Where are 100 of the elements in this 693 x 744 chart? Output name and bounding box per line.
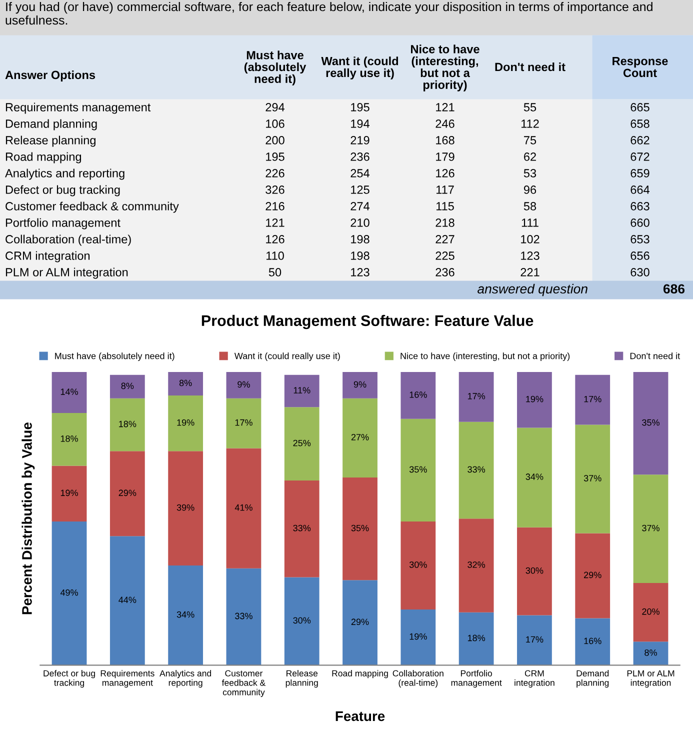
data-label: 30% — [293, 617, 311, 624]
data-label: 218 — [436, 218, 454, 227]
data-label: 18% — [60, 435, 78, 442]
bar — [517, 527, 552, 616]
bar — [633, 372, 668, 475]
data-label: 210 — [350, 218, 370, 227]
bar — [575, 424, 610, 534]
data-label: 123 — [521, 252, 540, 260]
data-label: 664 — [630, 186, 650, 194]
data-label: 665 — [630, 103, 650, 112]
x-axis-title: Feature — [336, 711, 385, 722]
bar — [110, 451, 145, 536]
bar — [400, 609, 436, 666]
x-tick-label: Defect or bug tracking — [44, 670, 95, 688]
data-label: 672 — [630, 152, 650, 161]
series-label: Must have (absolutely need it) — [244, 50, 306, 86]
text: Want it (could really use it) — [321, 56, 398, 80]
data-label: 50 — [268, 268, 282, 276]
data-label: 200 — [266, 136, 284, 144]
bar — [633, 474, 668, 584]
x-tick-label: CRM integration — [514, 670, 554, 688]
bar — [342, 580, 378, 666]
bar — [342, 398, 378, 478]
bar — [168, 451, 204, 566]
y-axis-title: Percent Distribution by Value — [22, 422, 35, 614]
bar — [284, 407, 320, 480]
data-label: 195 — [266, 152, 284, 161]
data-label: 30% — [526, 567, 544, 574]
bar — [458, 422, 494, 519]
legend-label: Nice to have (interesting, but not a priority) — [400, 352, 570, 361]
data-label: 326 — [266, 186, 284, 194]
data-label: 9% — [354, 381, 366, 388]
data-label: 195 — [351, 103, 370, 112]
data-label: 662 — [630, 136, 650, 144]
data-label: 19% — [60, 490, 78, 496]
data-label: 659 — [630, 169, 650, 178]
data-label: 106 — [266, 120, 284, 128]
data-label: 653 — [630, 235, 650, 244]
legend-label: Don't need it — [630, 352, 680, 360]
data-label: 19% — [526, 396, 544, 402]
text: If you had (or have) commercial software, for each feature below, indicate your disposition in terms of importance and usefulness. — [6, 2, 652, 25]
x-tick-label: Requirements management — [100, 670, 154, 688]
bar — [575, 374, 610, 425]
data-label: 58 — [524, 202, 536, 210]
chart-title: Product Management Software: Feature Value — [202, 314, 534, 330]
x-tick-label: PLM or ALM integration — [627, 670, 674, 688]
x-tick-label: Portfolio management — [451, 670, 502, 688]
x-tick-label: Release planning — [286, 670, 318, 688]
data-label: 126 — [266, 235, 284, 244]
text: Don't need it — [495, 62, 566, 72]
category-label: Collaboration (real-time) — [6, 234, 131, 246]
bar — [168, 565, 204, 666]
data-label: 111 — [522, 218, 538, 227]
data-label: 29% — [118, 490, 136, 496]
data-label: 49% — [60, 589, 78, 596]
data-label: 18% — [468, 634, 486, 642]
bar — [226, 448, 262, 568]
category-label: Defect or bug tracking — [6, 185, 120, 196]
bar — [110, 374, 145, 398]
data-label: 115 — [436, 202, 454, 210]
bar — [575, 618, 610, 666]
bar — [458, 612, 494, 666]
x-tick-label: Road mapping — [332, 670, 388, 678]
data-label: 8% — [644, 649, 657, 656]
bar — [226, 398, 262, 448]
data-label: 17% — [468, 392, 486, 400]
data-label: 225 — [436, 252, 454, 260]
category-label: PLM or ALM integration — [6, 268, 128, 279]
data-label: 35% — [351, 524, 369, 532]
category-label: Analytics and reporting — [5, 168, 124, 180]
data-label: 62 — [524, 152, 536, 161]
bar — [517, 372, 552, 428]
bar — [575, 533, 610, 618]
data-label: 246 — [436, 120, 454, 128]
data-label: 216 — [266, 202, 284, 210]
data-label: 126 — [436, 169, 454, 178]
data-label: 660 — [630, 218, 650, 227]
data-label: 30% — [409, 562, 427, 568]
data-label: 198 — [351, 252, 370, 260]
data-label: 254 — [350, 169, 370, 178]
bar — [52, 522, 87, 666]
data-label: 17% — [526, 636, 544, 643]
data-label: 33% — [468, 466, 486, 473]
data-label: 117 — [436, 186, 454, 194]
bar — [284, 577, 320, 666]
data-label: 630 — [630, 268, 650, 276]
data-label: 37% — [584, 475, 602, 482]
bar — [342, 478, 378, 580]
data-label: 75 — [524, 136, 536, 144]
data-label: 9% — [238, 381, 250, 388]
data-label: 20% — [642, 608, 660, 615]
data-label: 102 — [521, 235, 540, 244]
data-label: 198 — [351, 235, 370, 244]
data-label: 53 — [524, 169, 536, 178]
data-label: 27% — [351, 434, 369, 440]
data-label: 8% — [121, 382, 134, 390]
data-label: 658 — [630, 120, 650, 128]
bar — [226, 372, 262, 398]
data-label: 236 — [436, 268, 454, 276]
data-label: 34% — [176, 611, 194, 618]
